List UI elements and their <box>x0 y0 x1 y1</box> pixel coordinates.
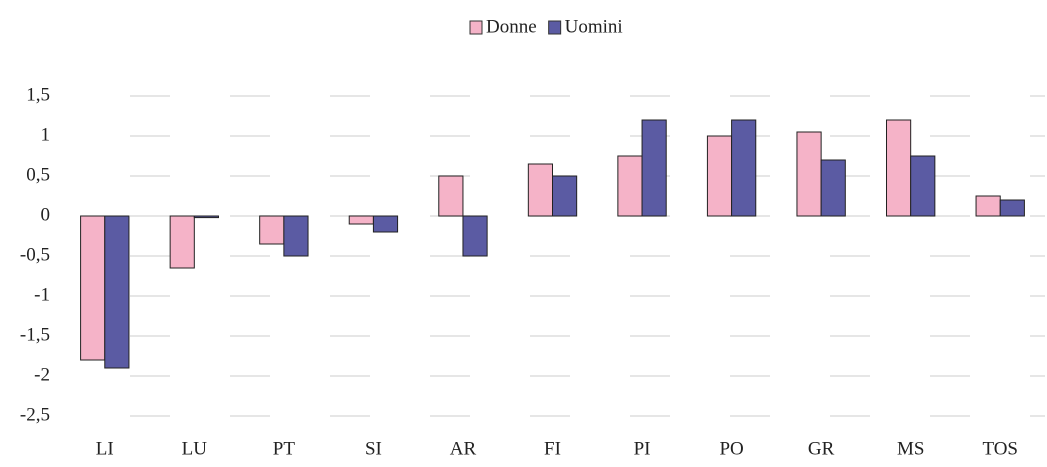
legend-label: Donne <box>486 16 537 37</box>
x-tick-label: PO <box>719 438 743 459</box>
bar <box>462 215 488 257</box>
bar <box>999 199 1025 217</box>
bar <box>820 159 846 217</box>
y-tick-label: 1,5 <box>26 84 50 105</box>
y-tick-label: 0 <box>41 204 51 225</box>
bar <box>975 195 1001 217</box>
x-tick-label: TOS <box>982 438 1018 459</box>
legend-label: Uomini <box>565 16 623 37</box>
bar <box>796 131 822 217</box>
x-tick-label: PI <box>634 438 651 459</box>
legend-swatch <box>548 20 562 35</box>
x-tick-label: FI <box>544 438 561 459</box>
y-tick-label: -2 <box>34 364 50 385</box>
x-tick-label: LU <box>182 438 208 459</box>
bar <box>372 215 399 233</box>
bar <box>886 119 912 217</box>
y-tick-label: 0,5 <box>26 164 50 185</box>
bar <box>259 215 285 245</box>
bar <box>527 163 554 217</box>
y-tick-label: -2,5 <box>20 404 50 425</box>
bar <box>348 215 374 225</box>
bar <box>552 175 578 217</box>
y-tick-label: -1 <box>34 284 50 305</box>
legend-swatch <box>469 20 483 35</box>
x-tick-label: SI <box>365 438 382 459</box>
y-tick-label: -1,5 <box>20 324 50 345</box>
bar <box>617 155 643 217</box>
x-tick-label: LI <box>96 438 114 459</box>
x-tick-label: MS <box>897 438 924 459</box>
bar <box>283 215 309 257</box>
bar <box>731 119 757 217</box>
x-tick-label: GR <box>808 438 835 459</box>
bar <box>910 155 936 217</box>
y-tick-label: 1 <box>41 124 51 145</box>
x-tick-label: PT <box>273 438 296 459</box>
bar <box>641 119 667 217</box>
bar <box>706 135 733 217</box>
y-tick-label: -0,5 <box>20 244 50 265</box>
x-tick-label: AR <box>450 438 477 459</box>
bar <box>438 175 464 217</box>
bar <box>104 215 130 369</box>
bar <box>169 215 195 269</box>
bar <box>80 215 106 361</box>
bar <box>193 215 219 219</box>
